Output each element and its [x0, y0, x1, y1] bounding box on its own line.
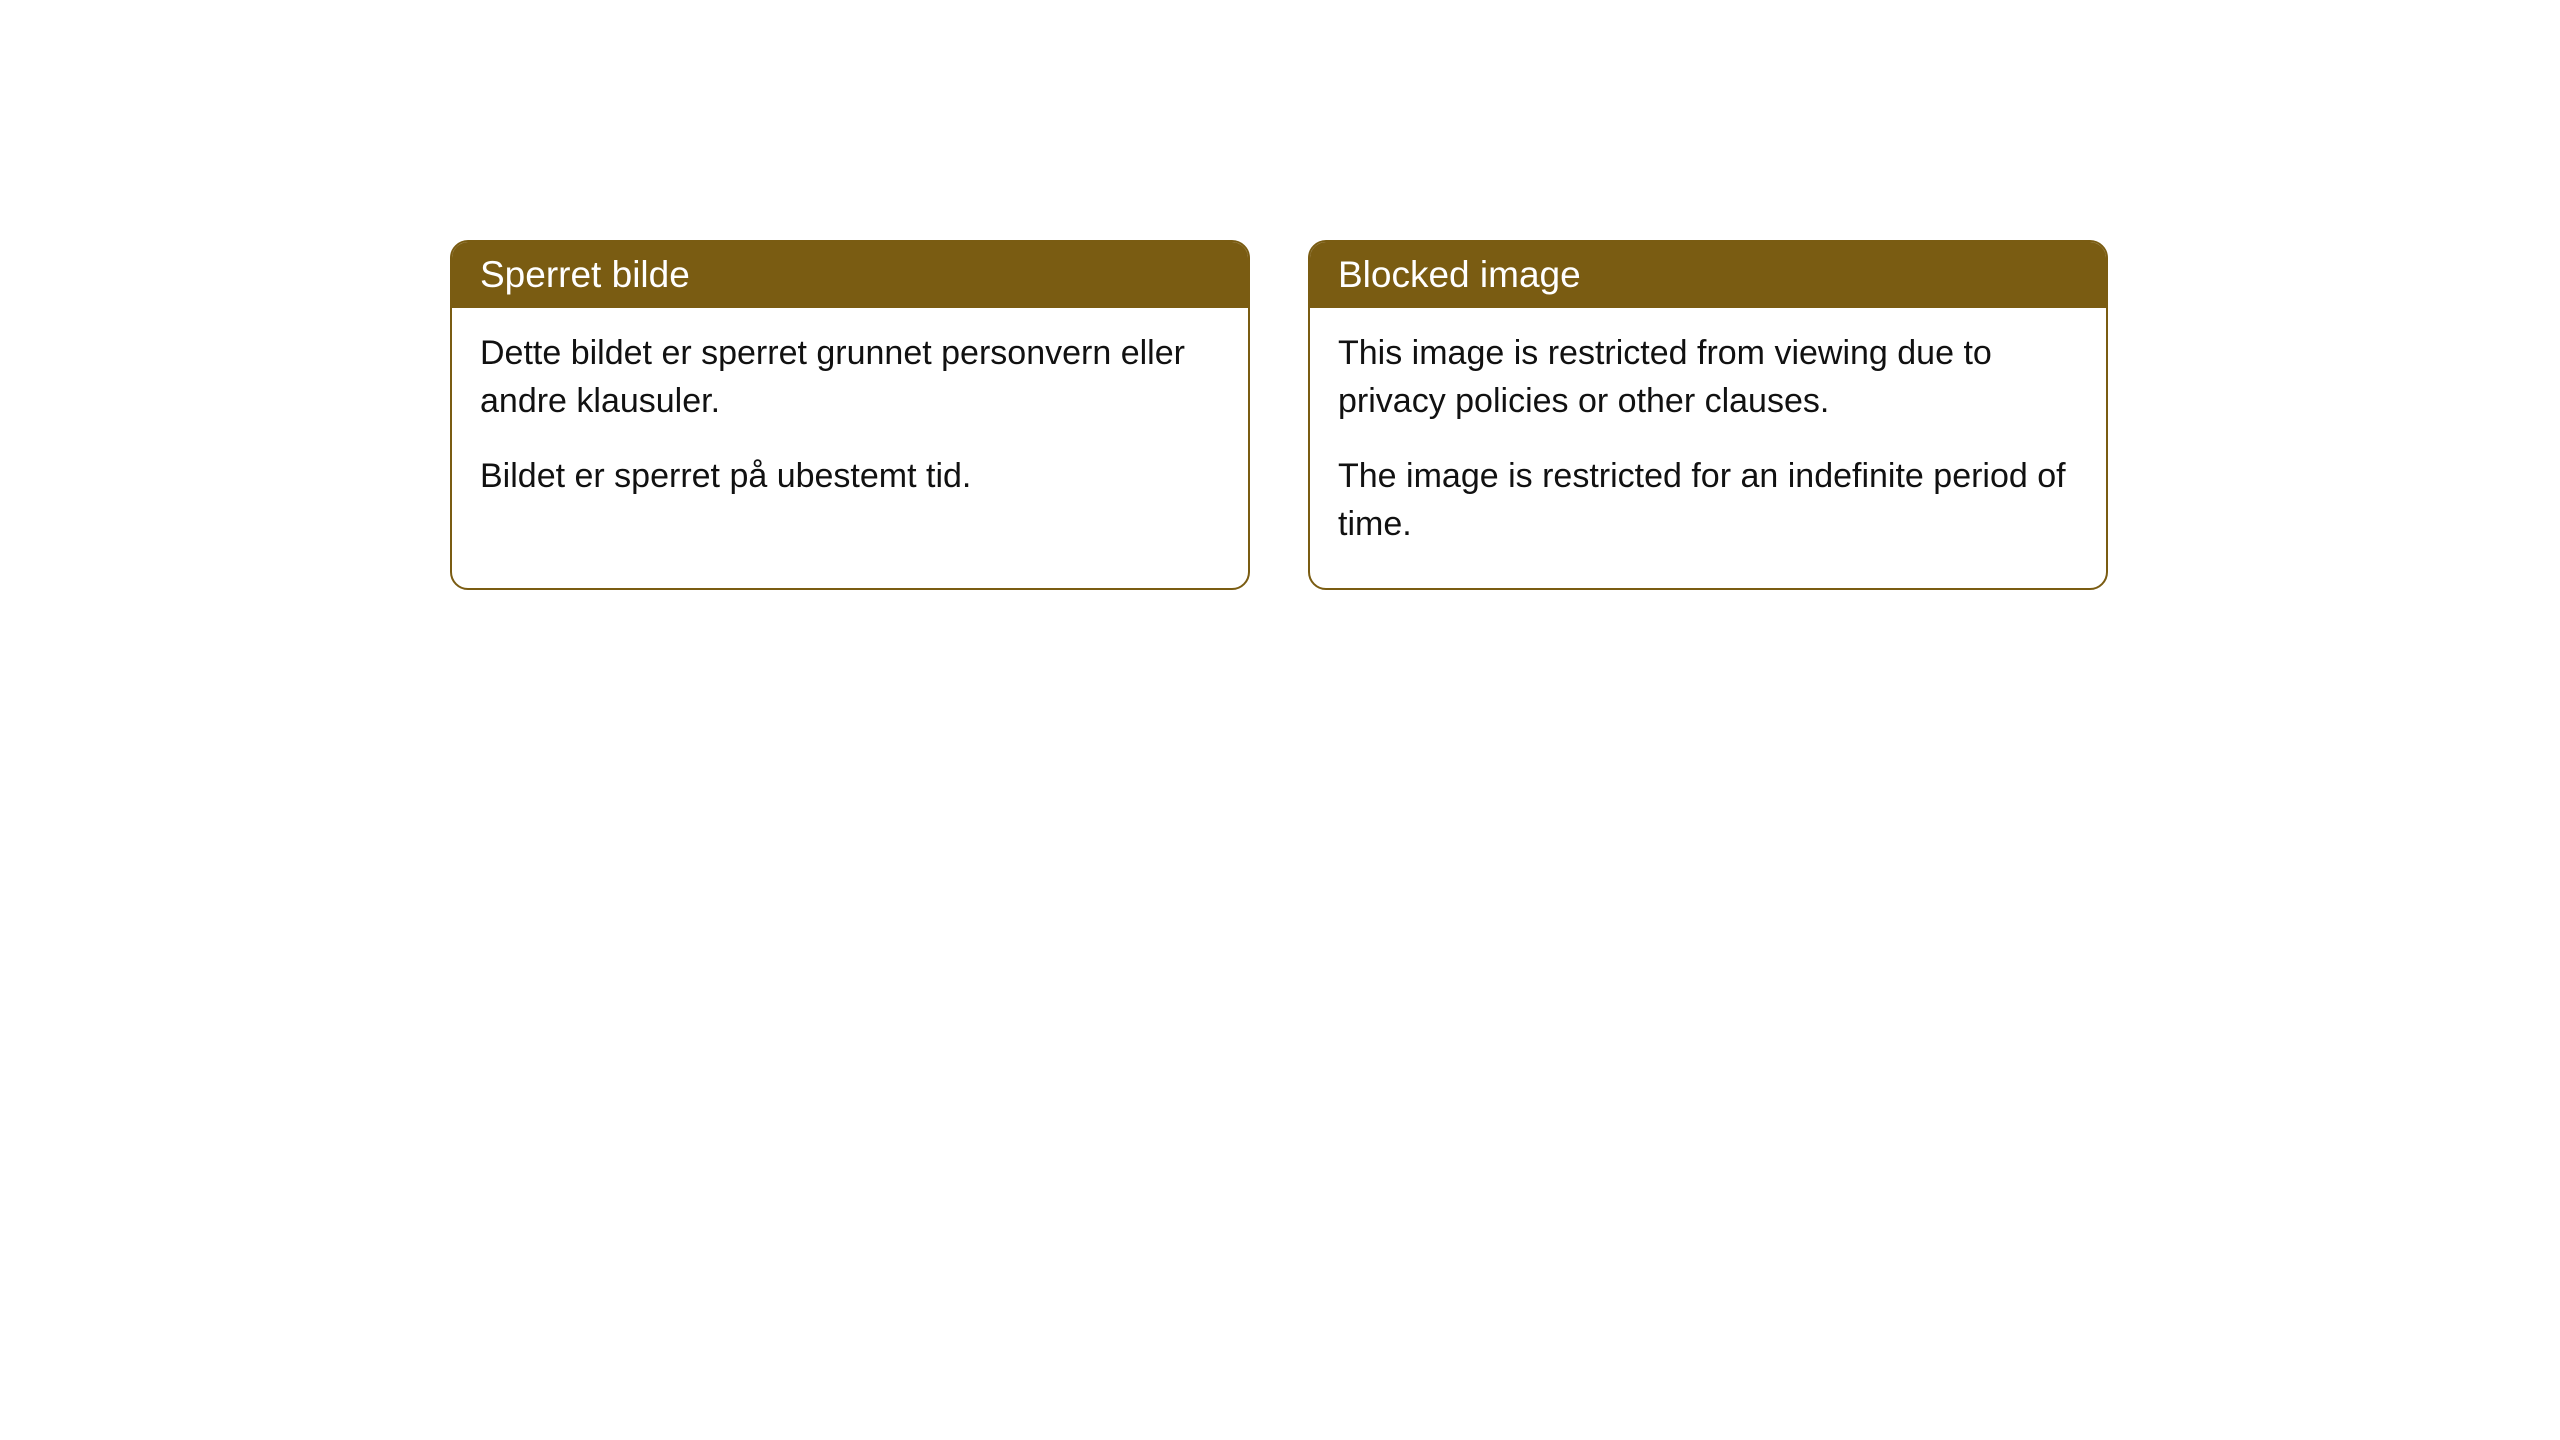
card-body-norwegian: Dette bildet er sperret grunnet personve…: [452, 308, 1248, 541]
card-paragraph: Dette bildet er sperret grunnet personve…: [480, 330, 1220, 425]
card-header-english: Blocked image: [1310, 242, 2106, 308]
card-paragraph: Bildet er sperret på ubestemt tid.: [480, 453, 1220, 501]
notice-card-norwegian: Sperret bilde Dette bildet er sperret gr…: [450, 240, 1250, 590]
card-title: Sperret bilde: [480, 254, 690, 295]
notice-cards-container: Sperret bilde Dette bildet er sperret gr…: [450, 240, 2108, 590]
card-title: Blocked image: [1338, 254, 1581, 295]
card-header-norwegian: Sperret bilde: [452, 242, 1248, 308]
notice-card-english: Blocked image This image is restricted f…: [1308, 240, 2108, 590]
card-paragraph: This image is restricted from viewing du…: [1338, 330, 2078, 425]
card-body-english: This image is restricted from viewing du…: [1310, 308, 2106, 588]
card-paragraph: The image is restricted for an indefinit…: [1338, 453, 2078, 548]
